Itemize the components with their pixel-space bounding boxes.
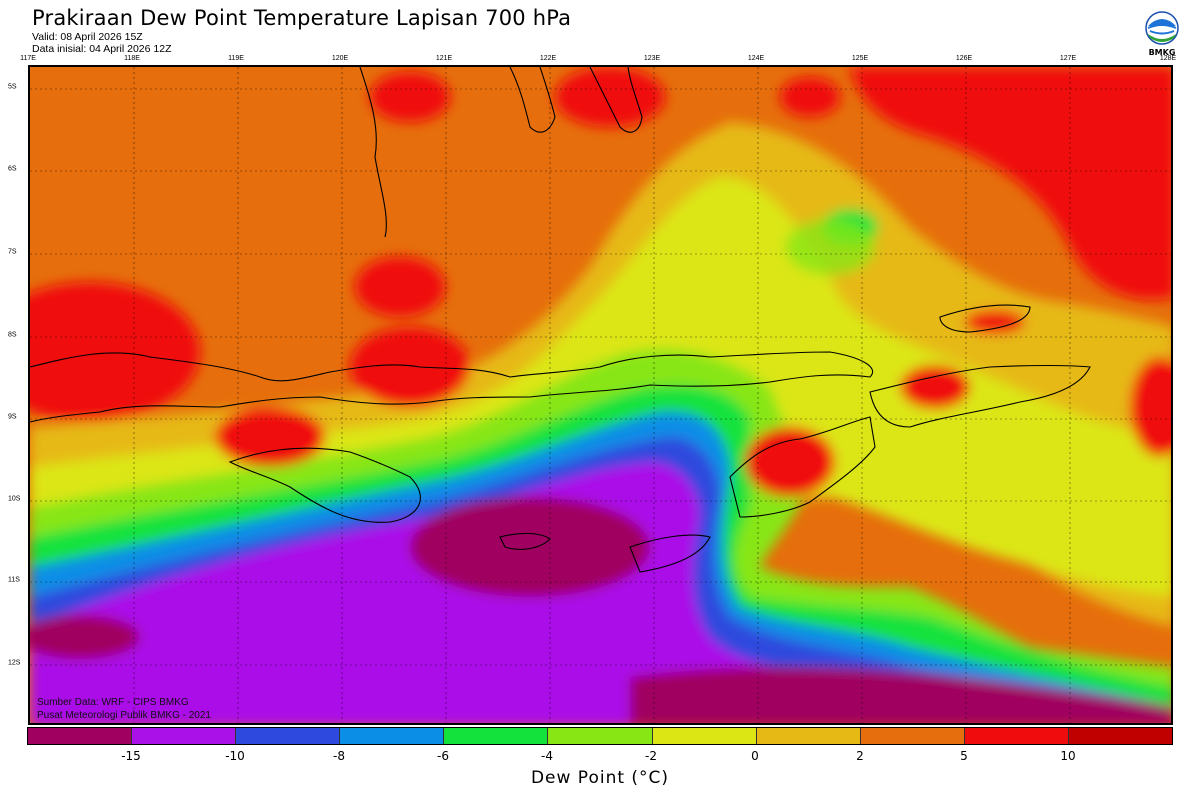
colorbar: [27, 727, 1173, 745]
lat-label-6s: 6S: [8, 165, 17, 173]
field-moist-8: [850, 67, 1171, 300]
coastlines: [30, 67, 1091, 573]
colorbar-segment: [236, 728, 341, 744]
lat-label-9s: 9S: [8, 413, 17, 421]
field-moist-10: [900, 365, 970, 409]
colorbar-tick: -6: [437, 749, 449, 763]
colorbar-tick: 2: [856, 749, 864, 763]
bmkg-logo-icon: BMKG: [1145, 11, 1179, 57]
field-moist-5: [370, 72, 450, 122]
field-moist-1: [30, 282, 200, 422]
initial-data-time: Data inisial: 04 April 2026 12Z: [32, 43, 172, 55]
colorbar-segment: [756, 728, 861, 744]
field-moist-3: [215, 407, 325, 467]
colorbar-tick: 0: [751, 749, 759, 763]
colorbar-segment: [444, 728, 549, 744]
colorbar-segment: [652, 728, 757, 744]
lat-label-10s: 10S: [8, 495, 21, 503]
colorbar-segment: [132, 728, 237, 744]
colorbar-tick: 10: [1060, 749, 1076, 763]
lon-label-121e: 121E: [435, 55, 453, 62]
valid-time: Valid: 08 April 2026 15Z: [32, 31, 143, 43]
lon-label-125e: 125E: [851, 55, 869, 62]
lon-label-124e: 124E: [747, 55, 765, 62]
lon-label-118e: 118E: [124, 55, 140, 62]
colorbar-tick: 5: [960, 749, 968, 763]
colorbar-tick: -2: [645, 749, 657, 763]
field-moist-4: [355, 257, 445, 317]
field-moist-12: [965, 310, 1025, 334]
field-blob-dry-2: [30, 615, 140, 659]
field-pocket-lightgreen: [785, 219, 875, 275]
map-title: Prakiraan Dew Point Temperature Lapisan …: [32, 6, 572, 30]
colorbar-tick: -8: [333, 749, 345, 763]
colorbar-segment: [1068, 728, 1173, 744]
data-source-credit: Sumber Data: WRF - CIPS BMKG: [37, 697, 189, 708]
logo-text: BMKG: [1149, 48, 1176, 57]
field-moist-9: [745, 427, 835, 497]
field-moist-7: [780, 77, 840, 117]
colorbar-segment: [964, 728, 1069, 744]
field-moist-2: [350, 327, 470, 407]
colorbar-segment: [340, 728, 445, 744]
lon-label-117e: 117E: [20, 55, 36, 62]
field-blob-dry-3: [630, 667, 1171, 723]
lon-label-122e: 122E: [539, 55, 557, 62]
field-moist-11: [1130, 357, 1171, 457]
field-blob-dry-1: [410, 497, 650, 597]
lat-label-8s: 8S: [8, 331, 17, 339]
colorbar-tick: -10: [225, 749, 245, 763]
organization-credit: Pusat Meteorologi Publik BMKG - 2021: [37, 710, 211, 721]
colorbar-segment: [860, 728, 965, 744]
lon-label-127e: 127E: [1059, 55, 1077, 62]
lat-label-11s: 11S: [8, 576, 20, 584]
bmkg-logo: BMKG: [1140, 8, 1184, 58]
colorbar-segment: [28, 728, 133, 744]
colorbar-tick: -15: [121, 749, 141, 763]
lat-label-12s: 12S: [8, 659, 21, 667]
lon-label-119e: 119E: [228, 55, 244, 62]
lon-label-120e: 120E: [331, 55, 349, 62]
field-band-neg10toneg8: [30, 462, 1157, 723]
dew-point-field: [30, 67, 1171, 723]
lon-label-123e: 123E: [643, 55, 661, 62]
lat-label-5s: 5S: [8, 83, 17, 91]
lat-label-7s: 7S: [8, 248, 17, 256]
colorbar-label: Dew Point (°C): [530, 768, 670, 788]
colorbar-segment: [548, 728, 653, 744]
lon-label-128e: 128E: [1159, 55, 1177, 62]
lon-label-126e: 126E: [955, 55, 973, 62]
dew-point-map: [28, 65, 1173, 725]
grid-lines: [30, 67, 1171, 723]
field-moist-6: [555, 67, 665, 127]
colorbar-tick: -4: [541, 749, 553, 763]
